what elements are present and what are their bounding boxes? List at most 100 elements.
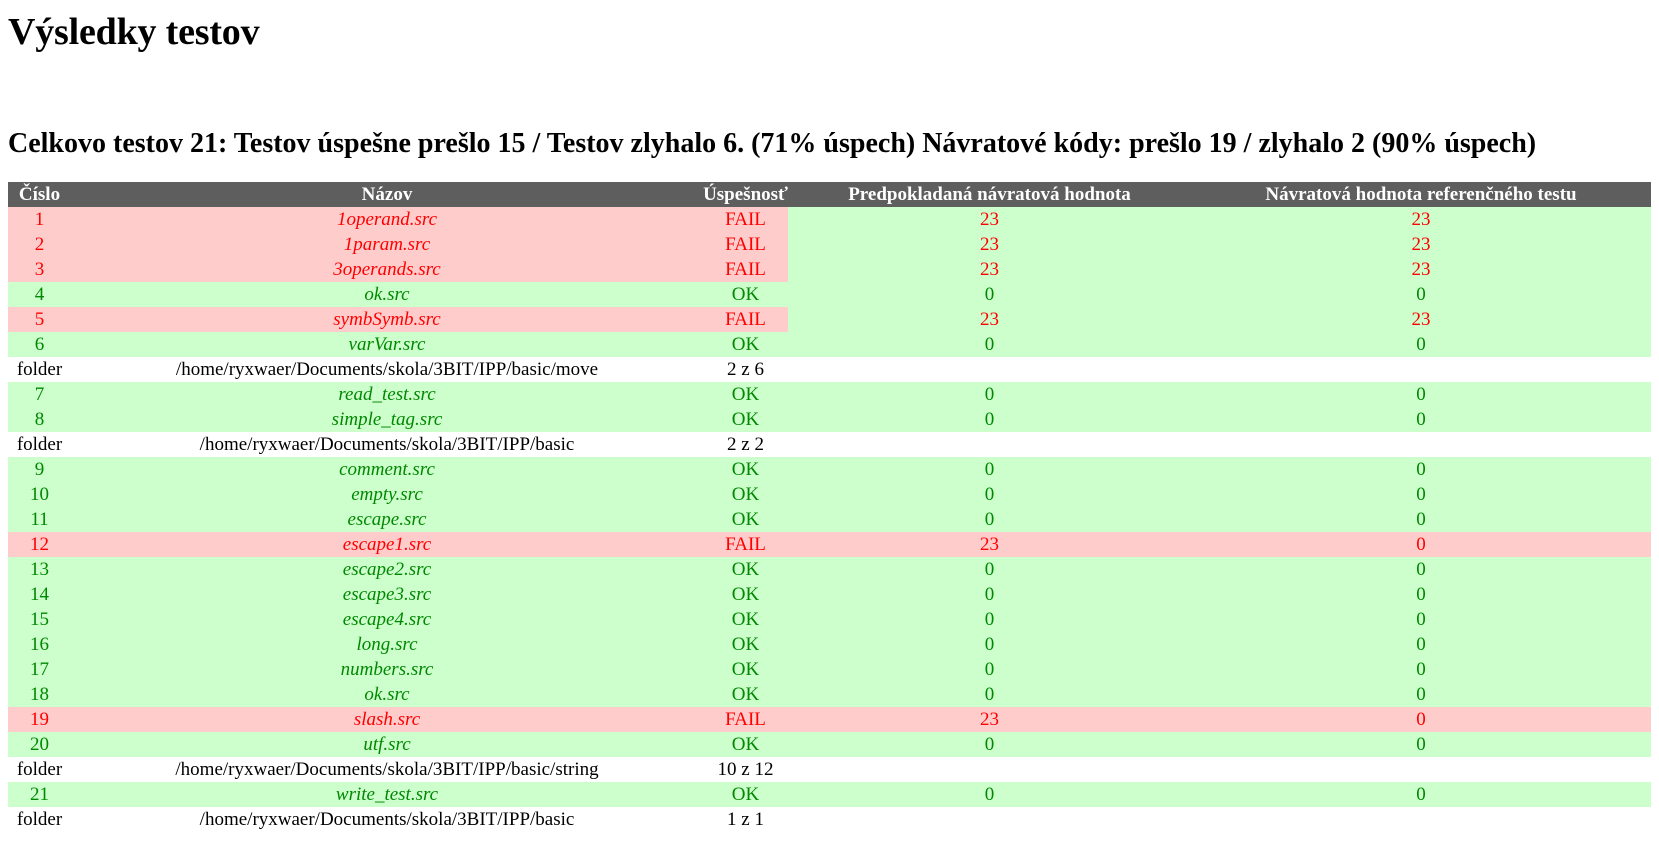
test-status: FAIL xyxy=(703,207,788,232)
reference-return-code: 0 xyxy=(1191,382,1651,407)
table-row: 20 utf.src OK 0 0 xyxy=(8,732,1651,757)
expected-return-code: 23 xyxy=(788,232,1191,257)
results-table: Číslo Názov Úspešnosť Predpokladaná návr… xyxy=(8,182,1651,832)
page: Výsledky testov Celkovo testov 21: Testo… xyxy=(0,8,1659,832)
folder-count: 10 z 12 xyxy=(703,757,788,782)
reference-return-code: 0 xyxy=(1191,682,1651,707)
test-number: 14 xyxy=(8,582,71,607)
table-row: 2 1param.src FAIL 23 23 xyxy=(8,232,1651,257)
test-name: 3operands.src xyxy=(71,257,703,282)
table-row: 21 write_test.src OK 0 0 xyxy=(8,782,1651,807)
table-row: 11 escape.src OK 0 0 xyxy=(8,507,1651,532)
folder-row: folder/home/ryxwaer/Documents/skola/3BIT… xyxy=(8,357,1651,382)
folder-count: 2 z 2 xyxy=(703,432,788,457)
expected-return-code: 23 xyxy=(788,707,1191,732)
test-name: ok.src xyxy=(71,282,703,307)
reference-return-code: 0 xyxy=(1191,607,1651,632)
test-name: read_test.src xyxy=(71,382,703,407)
test-number: 9 xyxy=(8,457,71,482)
reference-return-code: 0 xyxy=(1191,482,1651,507)
header-reference-return: Návratová hodnota referenčného testu xyxy=(1191,182,1651,207)
header-expected-return: Predpokladaná návratová hodnota xyxy=(788,182,1191,207)
test-number: 16 xyxy=(8,632,71,657)
expected-return-code: 23 xyxy=(788,307,1191,332)
expected-return-code: 0 xyxy=(788,557,1191,582)
table-row: 4 ok.src OK 0 0 xyxy=(8,282,1651,307)
test-status: OK xyxy=(703,507,788,532)
folder-path: /home/ryxwaer/Documents/skola/3BIT/IPP/b… xyxy=(71,757,703,782)
test-status: FAIL xyxy=(703,532,788,557)
test-name: varVar.src xyxy=(71,332,703,357)
summary-heading: Celkovo testov 21: Testov úspešne prešlo… xyxy=(8,128,1537,159)
folder-label: folder xyxy=(8,757,71,782)
reference-return-code: 0 xyxy=(1191,632,1651,657)
reference-return-code: 23 xyxy=(1191,207,1651,232)
test-name: 1operand.src xyxy=(71,207,703,232)
test-status: OK xyxy=(703,457,788,482)
expected-return-code: 23 xyxy=(788,532,1191,557)
test-status: OK xyxy=(703,482,788,507)
test-name: numbers.src xyxy=(71,657,703,682)
test-name: utf.src xyxy=(71,732,703,757)
test-name: symbSymb.src xyxy=(71,307,703,332)
test-number: 11 xyxy=(8,507,71,532)
table-row: 10 empty.src OK 0 0 xyxy=(8,482,1651,507)
expected-return-code: 0 xyxy=(788,632,1191,657)
test-number: 18 xyxy=(8,682,71,707)
test-number: 17 xyxy=(8,657,71,682)
expected-return-code: 0 xyxy=(788,382,1191,407)
reference-return-code: 0 xyxy=(1191,507,1651,532)
folder-count: 2 z 6 xyxy=(703,357,788,382)
reference-return-code: 0 xyxy=(1191,707,1651,732)
test-name: escape.src xyxy=(71,507,703,532)
reference-return-code: 23 xyxy=(1191,307,1651,332)
test-status: OK xyxy=(703,732,788,757)
expected-return-code: 23 xyxy=(788,207,1191,232)
results-body: 1 1operand.src FAIL 23 23 2 1param.src FAIL 23 23… xyxy=(8,207,1651,832)
table-row: 15 escape4.src OK 0 0 xyxy=(8,607,1651,632)
folder-empty-reference xyxy=(1191,432,1651,457)
test-number: 5 xyxy=(8,307,71,332)
test-number: 20 xyxy=(8,732,71,757)
test-status: OK xyxy=(703,682,788,707)
expected-return-code: 0 xyxy=(788,482,1191,507)
test-number: 10 xyxy=(8,482,71,507)
reference-return-code: 0 xyxy=(1191,657,1651,682)
test-status: FAIL xyxy=(703,307,788,332)
expected-return-code: 0 xyxy=(788,507,1191,532)
test-status: FAIL xyxy=(703,707,788,732)
table-row: 3 3operands.src FAIL 23 23 xyxy=(8,257,1651,282)
page-title: Výsledky testov xyxy=(8,11,260,53)
test-name: long.src xyxy=(71,632,703,657)
table-row: 8 simple_tag.src OK 0 0 xyxy=(8,407,1651,432)
test-number: 4 xyxy=(8,282,71,307)
folder-path: /home/ryxwaer/Documents/skola/3BIT/IPP/b… xyxy=(71,432,703,457)
test-name: empty.src xyxy=(71,482,703,507)
test-name: escape3.src xyxy=(71,582,703,607)
folder-row: folder/home/ryxwaer/Documents/skola/3BIT… xyxy=(8,432,1651,457)
folder-empty-expected xyxy=(788,757,1191,782)
test-status: OK xyxy=(703,407,788,432)
table-row: 18 ok.src OK 0 0 xyxy=(8,682,1651,707)
table-header-row: Číslo Názov Úspešnosť Predpokladaná návr… xyxy=(8,182,1651,207)
folder-empty-reference xyxy=(1191,357,1651,382)
expected-return-code: 0 xyxy=(788,407,1191,432)
expected-return-code: 0 xyxy=(788,782,1191,807)
folder-label: folder xyxy=(8,357,71,382)
table-row: 6 varVar.src OK 0 0 xyxy=(8,332,1651,357)
reference-return-code: 0 xyxy=(1191,282,1651,307)
table-row: 5 symbSymb.src FAIL 23 23 xyxy=(8,307,1651,332)
reference-return-code: 0 xyxy=(1191,532,1651,557)
test-number: 21 xyxy=(8,782,71,807)
table-row: 19 slash.src FAIL 23 0 xyxy=(8,707,1651,732)
table-row: 1 1operand.src FAIL 23 23 xyxy=(8,207,1651,232)
table-row: 7 read_test.src OK 0 0 xyxy=(8,382,1651,407)
expected-return-code: 0 xyxy=(788,607,1191,632)
test-name: slash.src xyxy=(71,707,703,732)
table-row: 12 escape1.src FAIL 23 0 xyxy=(8,532,1651,557)
folder-row: folder/home/ryxwaer/Documents/skola/3BIT… xyxy=(8,757,1651,782)
expected-return-code: 0 xyxy=(788,282,1191,307)
test-name: escape1.src xyxy=(71,532,703,557)
table-row: 16 long.src OK 0 0 xyxy=(8,632,1651,657)
folder-empty-expected xyxy=(788,357,1191,382)
